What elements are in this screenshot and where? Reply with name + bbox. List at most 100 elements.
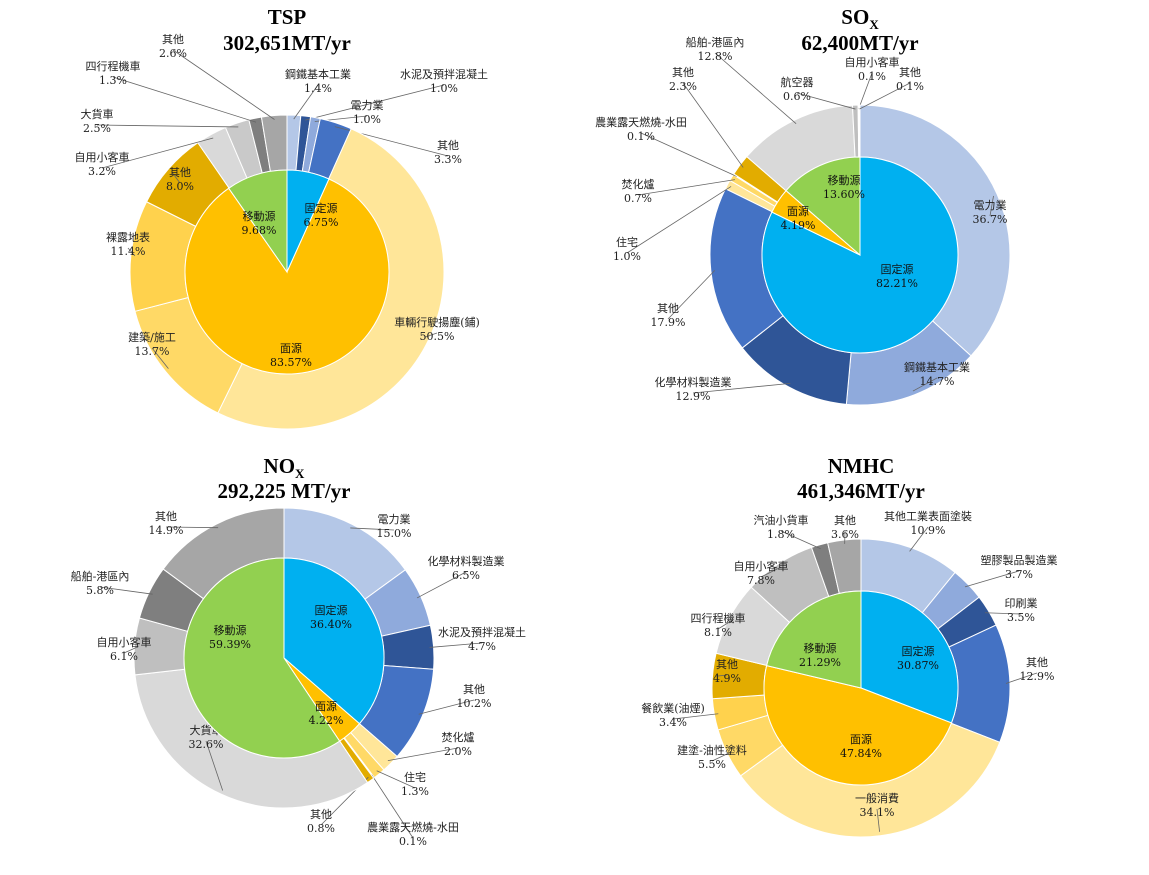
outer-slice-label: 住宅 1.3% <box>401 770 429 798</box>
leader-line <box>371 774 414 839</box>
outer-slice-label-name: 農業露天燃燒-水田 <box>367 820 459 834</box>
inner-slice-label-name: 面源 <box>787 204 809 218</box>
outer-slice-label: 裸露地表 11.4% <box>106 230 150 258</box>
outer-slice-label: 四行程機車 8.1% <box>691 611 746 639</box>
outer-slice-label-value: 1.0% <box>430 82 458 95</box>
outer-slice-label: 住宅 1.0% <box>613 235 641 263</box>
outer-slice-label-name: 其他 <box>155 510 177 523</box>
outer-slice-label-value: 14.9% <box>149 524 184 537</box>
inner-slice-label: 面源 4.19% <box>781 204 816 232</box>
inner-slice-label-name: 固定源 <box>881 262 914 276</box>
outer-slice-label-value: 1.3% <box>99 74 127 87</box>
outer-slice-label: 航空器 0.6% <box>781 75 814 103</box>
outer-slice-label-name: 其他 <box>1026 656 1048 669</box>
leader-line <box>626 186 732 254</box>
outer-slice-label-name: 自用小客車 <box>97 635 152 649</box>
inner-slice <box>785 156 861 257</box>
outer-slice-label-value: 3.3% <box>434 153 462 166</box>
outer-slice-label-value: 0.1% <box>627 130 655 143</box>
inner-slice <box>228 169 288 274</box>
outer-slice-label-value: 5.5% <box>698 758 726 771</box>
outer-slice-label-name: 航空器 <box>781 75 814 89</box>
inner-slice-label: 移動源 59.39% <box>209 623 251 651</box>
outer-slice-label-value: 4.9% <box>713 672 741 685</box>
outer-slice-label: 建築/施工 13.7% <box>128 330 176 358</box>
outer-slice-label: 印刷業 3.5% <box>1005 597 1038 624</box>
outer-slice-label: 焚化爐 0.7% <box>622 177 655 205</box>
inner-slice-label-name: 固定源 <box>902 644 935 658</box>
outer-slice-label: 其他 2.6% <box>159 33 187 60</box>
leader-line <box>912 377 938 392</box>
leader-line <box>780 530 821 550</box>
outer-slice-label: 塑膠製品製造業 3.7% <box>981 553 1058 581</box>
inner-slice-label: 固定源 36.40% <box>310 603 352 631</box>
chart-title-subscript: X <box>295 466 305 481</box>
leader-line <box>112 76 257 123</box>
leader-line <box>429 642 483 648</box>
inner-slice-label-name: 移動源 <box>243 209 276 223</box>
outer-slice-label: 其他 3.6% <box>831 514 859 541</box>
outer-slice-label-value: 6.5% <box>452 569 480 582</box>
chart-title-main: NMHC <box>828 454 895 478</box>
inner-slice-label-value: 83.57% <box>270 356 312 369</box>
outer-slice-label: 其他 0.1% <box>896 66 924 93</box>
outer-slice-label: 其他 0.8% <box>307 808 335 835</box>
chart-subtitle: 302,651MT/yr <box>223 31 351 55</box>
leader-line <box>716 674 728 677</box>
outer-slice-label-value: 3.4% <box>659 716 687 729</box>
outer-slice-label: 汽油小貨車 1.8% <box>754 513 809 541</box>
leader-line <box>714 52 797 125</box>
inner-slice-label-value: 82.21% <box>876 277 918 290</box>
inner-slice-label: 固定源 82.21% <box>876 262 918 290</box>
outer-slice-label-name: 化學材料製造業 <box>655 375 732 389</box>
inner-slice-label-name: 面源 <box>315 699 337 713</box>
outer-slice-label-value: 2.5% <box>83 122 111 135</box>
outer-slice-label: 其他 12.9% <box>1020 656 1055 683</box>
outer-slice-label: 化學材料製造業 12.9% <box>655 375 732 403</box>
outer-slice-label-name: 船舶-港區內 <box>71 569 130 583</box>
leader-line <box>172 49 275 120</box>
outer-slice-label-name: 其他 <box>834 514 856 527</box>
leader-line <box>205 740 224 791</box>
outer-slice-label-name: 自用小客車 <box>734 559 789 573</box>
leader-line <box>964 570 1020 588</box>
inner-slice-label: 面源 4.22% <box>309 699 344 727</box>
leader-line <box>711 751 732 762</box>
outer-slice-label-name: 自用小客車 <box>75 150 130 164</box>
leader-line <box>859 82 911 110</box>
chart-title-main: SO <box>841 5 869 29</box>
outer-slice-label: 其他 17.9% <box>651 302 686 329</box>
outer-slice-label: 其他 3.3% <box>434 139 462 166</box>
outer-slice-label: 船舶-港區內 5.8% <box>71 569 130 597</box>
outer-slice-label: 水泥及預拌混凝土 4.7% <box>438 625 526 653</box>
outer-slice-label: 自用小客車 6.1% <box>97 635 152 663</box>
inner-slice-label-value: 9.68% <box>242 224 277 237</box>
outer-slice-label-name: 其他 <box>169 166 191 179</box>
inner-slice-label: 面源 47.84% <box>840 732 882 760</box>
chart-title: TSP <box>268 5 307 29</box>
outer-slice <box>858 104 861 158</box>
outer-slice-label-name: 農業露天燃燒-水田 <box>595 115 687 129</box>
inner-slice-label-name: 移動源 <box>214 623 247 637</box>
leader-line <box>682 82 744 168</box>
leader-line <box>1005 672 1038 684</box>
outer-slice-label-name: 其他工業表面塗裝 <box>884 509 972 523</box>
outer-slice-label: 餐飲業(油煙) 3.4% <box>641 701 705 729</box>
leader-line <box>387 747 459 761</box>
leader-line <box>305 84 445 121</box>
outer-slice-label-value: 0.1% <box>399 835 427 848</box>
outer-slice-label-value: 3.6% <box>831 528 859 541</box>
outer-slice-label-name: 鋼鐵基本工業 <box>904 360 970 374</box>
leader-line <box>165 526 219 529</box>
inner-slice-label: 移動源 13.60% <box>823 173 865 201</box>
outer-slice-label-name: 船舶-港區內 <box>686 35 745 49</box>
outer-slice-label-name: 四行程機車 <box>86 59 141 73</box>
outer-slice-label: 建塗-油性塗料 5.5% <box>677 743 747 771</box>
inner-slice-label-value: 13.60% <box>823 188 865 201</box>
outer-slice-label: 一般消費 34.1% <box>855 791 899 819</box>
outer-slice-label-value: 5.8% <box>86 584 114 597</box>
outer-slice-label-name: 其他 <box>716 658 738 671</box>
leader-line <box>418 699 475 715</box>
leader-line <box>425 332 438 338</box>
